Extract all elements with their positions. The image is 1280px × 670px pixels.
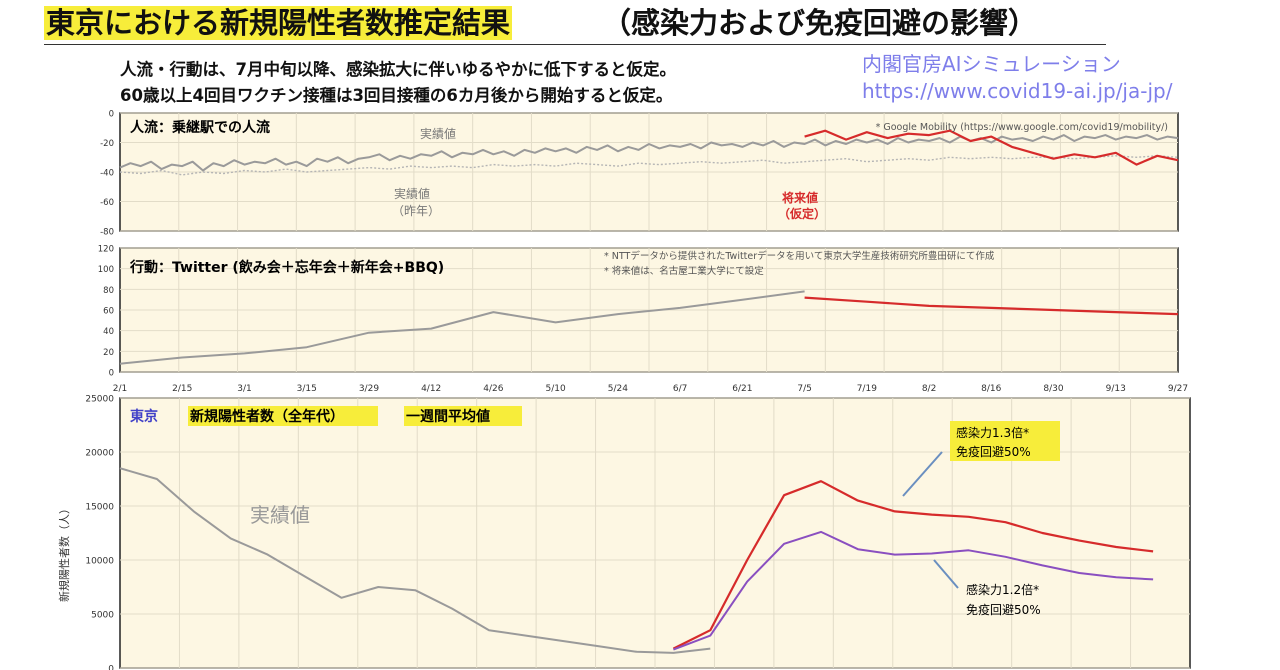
cases-series-2-line — [672, 480, 1154, 650]
behavior-x-tick-label: 4/12 — [421, 384, 441, 394]
behavior-series-1-line — [119, 290, 805, 365]
mobility-forecast-label: 将来値 — [782, 190, 818, 205]
cases-actual-label: 実績値 — [250, 503, 310, 527]
cases-y-tick-label: 0 — [108, 665, 114, 670]
cases-series-1-line — [119, 467, 711, 654]
cases-y-axis-label: 新規陽性者数（人） — [57, 503, 71, 602]
mobility-lastyear-sub: （昨年） — [392, 204, 440, 218]
cases-y-tick-label: 5000 — [91, 611, 114, 621]
mobility-y-tick-label: -40 — [100, 169, 114, 179]
cases-title-mid: 新規陽性者数（全年代） — [190, 408, 344, 425]
mobility-forecast-sub: （仮定） — [778, 206, 826, 221]
cases-y-tick-label: 10000 — [85, 557, 114, 567]
mobility-actual-label: 実績値 — [420, 126, 456, 141]
behavior-title: 行動：Twitter (飲み会＋忘年会＋新年会+BBQ) — [129, 259, 444, 276]
behavior-x-tick-label: 8/16 — [981, 384, 1001, 394]
low-scenario-label-1: 感染力1.2倍* — [966, 582, 1039, 597]
behavior-x-tick-label: 8/2 — [922, 384, 936, 394]
annotations: 人流：乗継駅での人流 * Google Mobility (https://ww… — [57, 119, 1168, 617]
mobility-lastyear-label: 実績値 — [394, 186, 430, 201]
cases-title-end-highlight — [404, 406, 522, 426]
high-scenario-leader — [902, 451, 943, 497]
cases-title-region: 東京 — [130, 408, 158, 425]
behavior-x-tick-label: 6/21 — [732, 384, 752, 394]
assumption-mobility: 人流・行動は、7月中旬以降、感染拡大に伴いゆるやかに低下すると仮定。 — [120, 60, 676, 79]
credit-org: 内閣官房AIシミュレーション — [862, 52, 1121, 76]
behavior-x-tick-label: 2/1 — [113, 384, 127, 394]
behavior-note-1: * NTTデータから提供されたTwitterデータを用いて東京大学生産技術研究所… — [604, 250, 995, 262]
mobility-y-tick-label: -60 — [100, 198, 114, 208]
low-scenario-label-2: 免疫回避50% — [966, 602, 1041, 617]
assumption-vaccine: 60歳以上4回目ワクチン接種は3回目接種の6カ月後から開始すると仮定。 — [120, 86, 673, 105]
mobility-series-3-line — [804, 129, 1179, 166]
page-title: 東京における新規陽性者数推定結果 （感染力および免疫回避の影響） — [44, 6, 1106, 45]
behavior-chart: 0 20 40 60 80 100 120 2/1 2/15 3/1 3/15 3/29 4/12 4/2… — [98, 245, 1188, 395]
credit-url[interactable]: https://www.covid19-ai.jp/ja-jp/ — [862, 79, 1173, 103]
cases-y-tick-label: 20000 — [85, 449, 114, 459]
title-rest: （感染力および免疫回避の影響） — [602, 6, 1038, 40]
low-scenario-leader — [933, 559, 959, 589]
behavior-x-tick-label: 5/10 — [546, 384, 566, 394]
mobility-y-tick-label: 0 — [109, 110, 114, 120]
high-scenario-label-1: 感染力1.3倍* — [956, 425, 1029, 440]
high-scenario-label-2: 免疫回避50% — [956, 444, 1031, 459]
behavior-x-tick-label: 7/5 — [797, 384, 811, 394]
mobility-note: * Google Mobility (https://www.google.co… — [876, 122, 1168, 133]
mobility-y-tick-label: -80 — [100, 228, 114, 238]
cases-title-mid-highlight — [188, 406, 378, 426]
behavior-y-tick-label: 40 — [103, 327, 114, 337]
behavior-x-tick-label: 5/24 — [608, 384, 628, 394]
behavior-x-tick-label: 8/30 — [1043, 384, 1063, 394]
title-highlight: 東京における新規陽性者数推定結果 — [44, 6, 513, 40]
behavior-y-tick-label: 80 — [103, 286, 114, 296]
mobility-chart: 0 -20 -40 -60 -80 — [100, 110, 1179, 238]
behavior-x-tick-label: 4/26 — [483, 384, 503, 394]
behavior-x-tick-label: 3/1 — [237, 384, 251, 394]
behavior-x-tick-label: 2/15 — [172, 384, 192, 394]
cases-y-tick-label: 25000 — [85, 395, 114, 405]
behavior-note-2: * 将来値は、名古屋工業大学にて設定 — [604, 265, 764, 277]
behavior-series-2-line — [804, 296, 1179, 316]
behavior-x-tick-label: 7/19 — [857, 384, 877, 394]
cases-series-3-line — [673, 530, 1154, 651]
behavior-x-tick-label: 3/29 — [359, 384, 379, 394]
behavior-y-tick-label: 20 — [103, 348, 114, 358]
mobility-series-2-line — [119, 155, 1179, 176]
behavior-y-tick-label: 0 — [109, 369, 114, 379]
behavior-y-tick-label: 100 — [98, 265, 114, 275]
behavior-x-tick-label: 6/7 — [673, 384, 687, 394]
cases-y-tick-label: 15000 — [85, 503, 114, 513]
behavior-x-tick-label: 3/15 — [297, 384, 317, 394]
cases-title-end: 一週間平均値 — [406, 408, 490, 425]
mobility-title: 人流：乗継駅での人流 — [130, 119, 270, 136]
mobility-y-tick-label: -20 — [100, 139, 114, 149]
mobility-series-1-line — [119, 134, 1179, 172]
behavior-y-tick-label: 60 — [103, 307, 114, 317]
high-scenario-highlight — [950, 421, 1060, 461]
behavior-x-tick-label: 9/27 — [1168, 384, 1188, 394]
behavior-x-tick-label: 9/13 — [1106, 384, 1126, 394]
behavior-y-tick-label: 120 — [98, 245, 114, 255]
